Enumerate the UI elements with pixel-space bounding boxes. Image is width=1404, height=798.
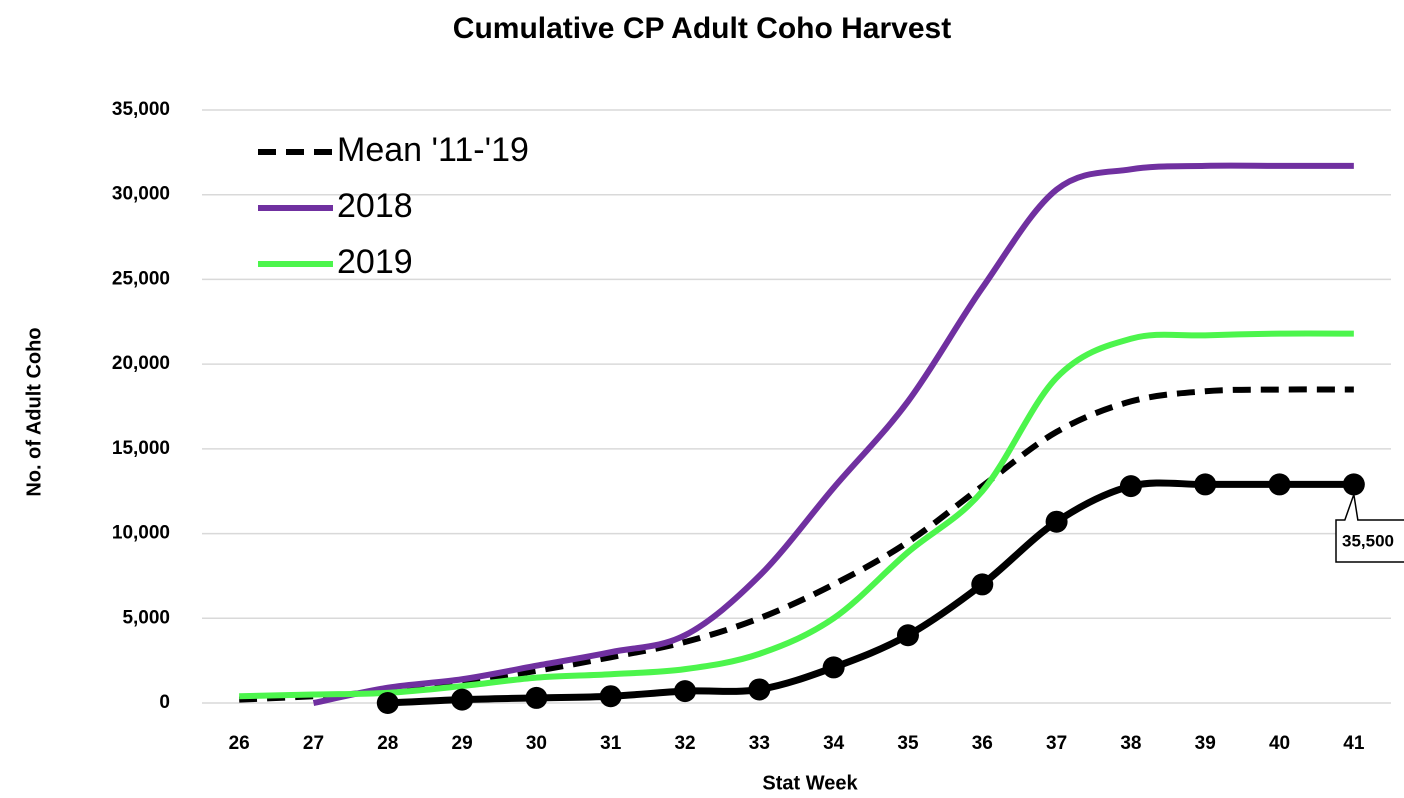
marker: [451, 688, 474, 711]
legend-label: 2018: [337, 187, 413, 225]
annotation-box: [1335, 494, 1404, 563]
x-tick-label: 33: [749, 733, 770, 754]
x-tick-label: 34: [823, 733, 845, 754]
x-tick-label: 40: [1269, 733, 1290, 754]
legend-label: 2019: [337, 243, 413, 281]
y-axis-title: No. of Adult Coho: [23, 327, 45, 496]
x-tick-label: 37: [1046, 733, 1067, 754]
x-tick-label: 27: [303, 733, 324, 754]
series-line: [239, 386, 1354, 703]
x-tick-label: 29: [452, 733, 473, 754]
marker: [1045, 510, 1068, 533]
x-tick-label: 39: [1195, 733, 1216, 754]
marker: [1342, 473, 1365, 496]
series-line: [312, 162, 1354, 706]
x-tick-label: 35: [897, 733, 919, 754]
x-axis-title: Stat Week: [762, 772, 858, 794]
marker: [1268, 473, 1291, 496]
y-tick-label: 0: [159, 692, 170, 713]
x-tick-label: 28: [377, 733, 398, 754]
annotation: 35,500: [1342, 531, 1394, 550]
x-tick-label: 31: [600, 733, 622, 754]
y-tick-label: 25,000: [112, 268, 170, 289]
marker: [822, 656, 845, 679]
y-tick-label: 10,000: [112, 523, 170, 544]
chart-title: Cumulative CP Adult Coho Harvest: [453, 12, 951, 45]
y-tick-label: 20,000: [112, 353, 170, 374]
x-tick-label: 26: [229, 733, 250, 754]
y-tick-label: 15,000: [112, 438, 170, 459]
marker: [971, 573, 994, 596]
legend-label: Mean '11-'19: [337, 131, 529, 169]
x-tick-label: 32: [674, 733, 695, 754]
x-tick-label: 38: [1120, 733, 1141, 754]
marker: [1194, 473, 1217, 496]
marker: [525, 686, 548, 709]
y-tick-label: 35,000: [112, 99, 170, 120]
x-tick-label: 36: [972, 733, 993, 754]
y-tick-label: 30,000: [112, 184, 170, 205]
x-tick-label: 41: [1343, 733, 1365, 754]
y-tick-label: 5,000: [122, 607, 170, 628]
marker: [376, 692, 399, 714]
marker: [896, 624, 919, 647]
series-line: [239, 330, 1354, 700]
marker: [748, 678, 771, 701]
marker: [1119, 475, 1142, 498]
marker: [674, 680, 697, 703]
marker: [599, 685, 622, 708]
x-tick-label: 30: [526, 733, 547, 754]
series-line: [387, 479, 1354, 707]
